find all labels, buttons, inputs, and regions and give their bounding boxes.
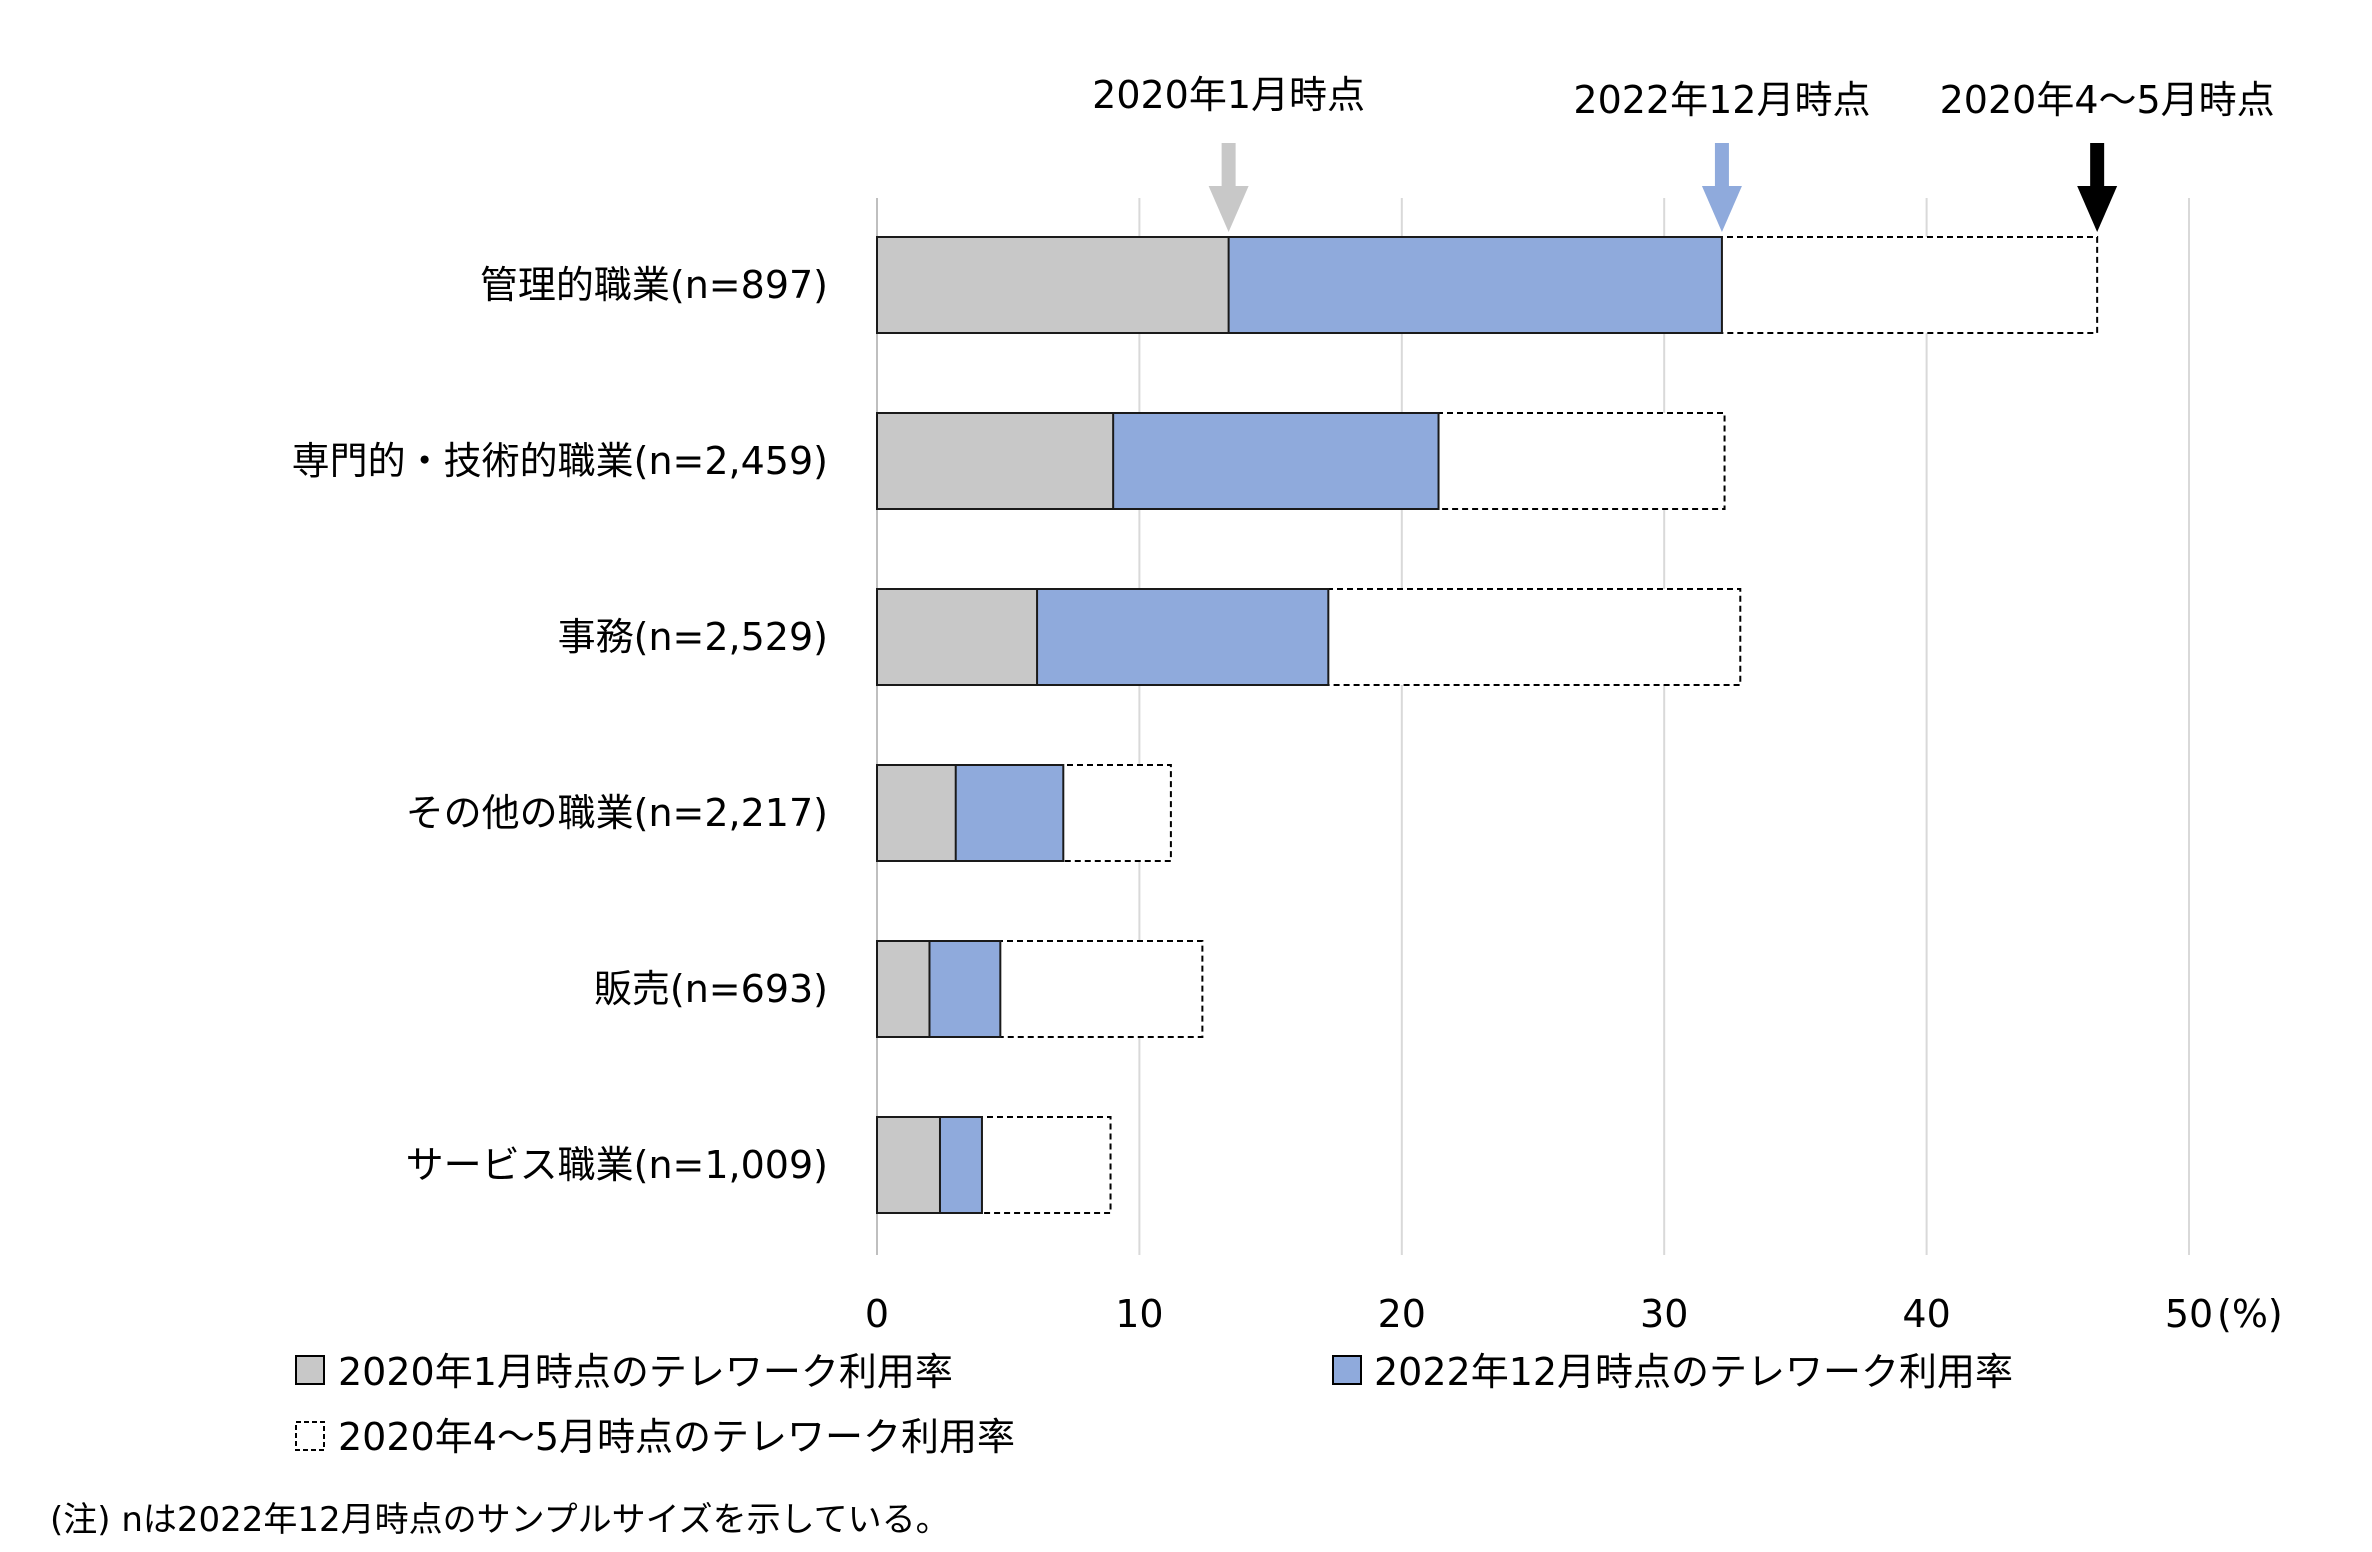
bar-jan-2020 <box>876 940 931 1038</box>
arrow-down-icon <box>1208 186 1249 232</box>
annotation-label: 2020年1月時点 <box>1092 73 1365 117</box>
legend-label: 2020年1月時点のテレワーク利用率 <box>338 1350 953 1394</box>
bar-jan-2020 <box>876 1116 941 1214</box>
x-axis-unit: (%) <box>2217 1292 2283 1336</box>
legend-swatch <box>295 1355 325 1385</box>
x-tick-label: 10 <box>1115 1292 1163 1336</box>
x-tick-label: 0 <box>865 1292 889 1336</box>
annotation-label: 2020年4～5月時点 <box>1940 78 2275 122</box>
arrow-down-icon <box>2077 186 2118 232</box>
annotation-arrow-shaft <box>1714 143 1729 188</box>
bar-jan-2020 <box>876 236 1230 334</box>
category-label: 事務(n=2,529) <box>558 615 828 659</box>
legend-label: 2022年12月時点のテレワーク利用率 <box>1374 1350 2013 1394</box>
category-label: その他の職業(n=2,217) <box>406 791 828 835</box>
x-tick-label: 20 <box>1378 1292 1426 1336</box>
annotation-label: 2022年12月時点 <box>1573 78 1870 122</box>
annotation-arrow-shaft <box>1221 143 1236 188</box>
legend-label: 2020年4～5月時点のテレワーク利用率 <box>338 1415 1015 1459</box>
arrow-down-icon <box>1701 186 1742 232</box>
legend-swatch <box>295 1421 325 1451</box>
legend-swatch <box>1332 1355 1362 1385</box>
x-tick-label: 30 <box>1640 1292 1688 1336</box>
x-tick-label: 50 <box>2165 1292 2213 1336</box>
category-label: 管理的職業(n=897) <box>480 263 828 307</box>
category-label: 販売(n=693) <box>594 967 828 1011</box>
category-label: サービス職業(n=1,009) <box>406 1143 828 1187</box>
category-label: 専門的・技術的職業(n=2,459) <box>292 439 828 483</box>
annotation-arrow-shaft <box>2090 143 2105 188</box>
bar-jan-2020 <box>876 588 1039 686</box>
bar-jan-2020 <box>876 412 1115 510</box>
x-tick-label: 40 <box>1902 1292 1950 1336</box>
bar-jan-2020 <box>876 764 957 862</box>
footnote: (注) nは2022年12月時点のサンプルサイズを示している。 <box>50 1500 950 1540</box>
